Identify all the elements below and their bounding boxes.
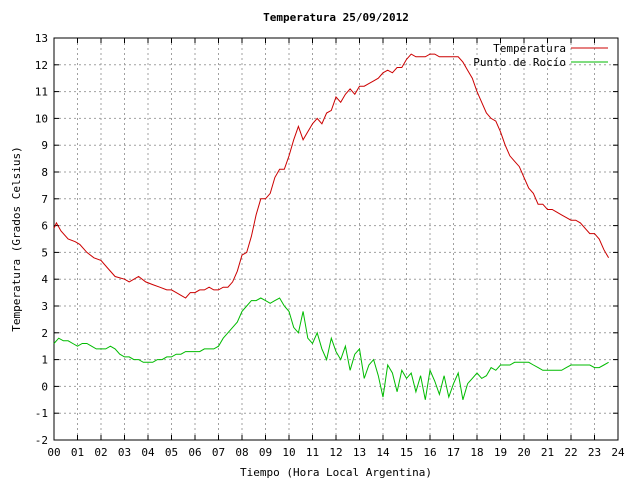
x-tick-label: 11 bbox=[306, 446, 319, 459]
y-tick-label: -1 bbox=[35, 407, 48, 420]
y-tick-label: 3 bbox=[41, 300, 48, 313]
x-tick-label: 23 bbox=[588, 446, 601, 459]
y-tick-label: 11 bbox=[35, 86, 48, 99]
x-tick-label: 06 bbox=[188, 446, 201, 459]
y-tick-label: 7 bbox=[41, 193, 48, 206]
x-tick-label: 13 bbox=[353, 446, 366, 459]
x-tick-label: 05 bbox=[165, 446, 178, 459]
x-axis-ticks: 00 01 02 03 04 05 06 07 08 09 10 11 12 13 14 15 16 17 18 19… bbox=[47, 38, 625, 459]
y-tick-label: 0 bbox=[41, 380, 48, 393]
x-tick-label: 19 bbox=[494, 446, 507, 459]
y-tick-label: 8 bbox=[41, 166, 48, 179]
y-tick-label: -2 bbox=[35, 434, 48, 447]
x-tick-label: 20 bbox=[517, 446, 530, 459]
y-tick-label: 6 bbox=[41, 220, 48, 233]
x-tick-label: 12 bbox=[329, 446, 342, 459]
x-tick-label: 09 bbox=[259, 446, 272, 459]
y-tick-label: 9 bbox=[41, 139, 48, 152]
x-tick-label: 14 bbox=[376, 446, 390, 459]
x-tick-label: 18 bbox=[470, 446, 483, 459]
y-tick-label: 13 bbox=[35, 32, 48, 45]
series-line-punto-de-rocio bbox=[53, 297, 609, 400]
x-tick-label: 07 bbox=[212, 446, 225, 459]
series-line-temperatura bbox=[53, 53, 610, 299]
series-group bbox=[53, 53, 610, 400]
y-tick-label: 2 bbox=[41, 327, 48, 340]
x-tick-label: 24 bbox=[611, 446, 625, 459]
x-tick-label: 16 bbox=[423, 446, 436, 459]
x-tick-label: 22 bbox=[564, 446, 577, 459]
y-tick-label: 1 bbox=[41, 354, 48, 367]
chart-title: Temperatura 25/09/2012 bbox=[263, 11, 409, 24]
x-tick-label: 04 bbox=[141, 446, 155, 459]
x-tick-label: 08 bbox=[235, 446, 248, 459]
x-tick-label: 00 bbox=[47, 446, 60, 459]
y-axis-label: Temperatura (Grados Celsius) bbox=[10, 146, 23, 331]
y-tick-label: 12 bbox=[35, 59, 48, 72]
grid bbox=[54, 38, 618, 440]
y-tick-label: 4 bbox=[41, 273, 48, 286]
x-tick-label: 03 bbox=[118, 446, 131, 459]
x-tick-label: 17 bbox=[447, 446, 460, 459]
y-tick-label: 10 bbox=[35, 112, 48, 125]
x-tick-label: 10 bbox=[282, 446, 295, 459]
x-tick-label: 21 bbox=[541, 446, 554, 459]
x-tick-label: 01 bbox=[71, 446, 84, 459]
y-tick-label: 5 bbox=[41, 246, 48, 259]
legend-label: Punto de Rocío bbox=[473, 56, 566, 69]
x-tick-label: 15 bbox=[400, 446, 413, 459]
x-axis-label: Tiempo (Hora Local Argentina) bbox=[240, 466, 432, 479]
legend-label: Temperatura bbox=[493, 42, 566, 55]
x-tick-label: 02 bbox=[94, 446, 107, 459]
